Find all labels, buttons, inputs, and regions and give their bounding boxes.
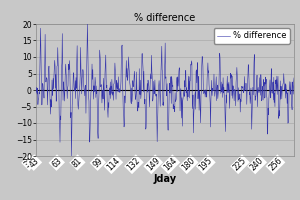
Line: % difference: % difference	[36, 24, 294, 156]
% difference	[99, 83, 103, 86]
% difference	[34, 91, 38, 94]
X-axis label: Jday: Jday	[153, 174, 177, 184]
% difference	[164, 42, 167, 44]
% difference	[85, 23, 89, 25]
% difference	[292, 77, 296, 79]
% difference	[70, 155, 73, 157]
% difference	[160, 59, 163, 61]
% difference	[78, 90, 81, 93]
% difference	[37, 98, 40, 100]
Legend: % difference: % difference	[214, 28, 290, 44]
% difference	[35, 90, 39, 92]
Title: % difference: % difference	[134, 13, 196, 23]
